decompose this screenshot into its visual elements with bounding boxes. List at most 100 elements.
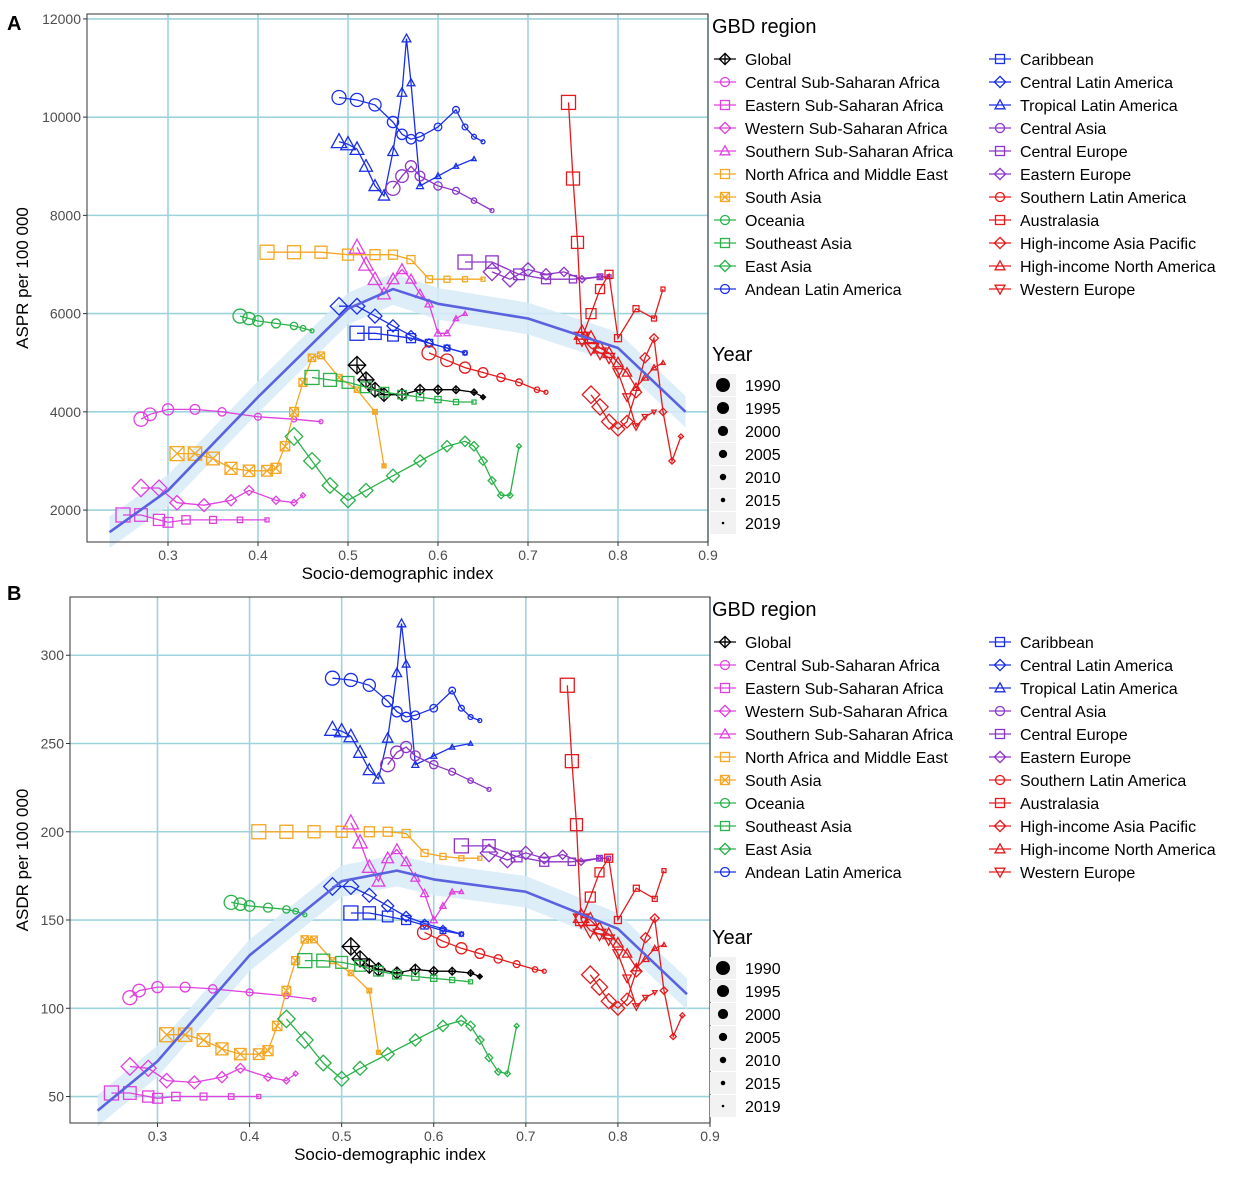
legend-year-label: 1995 bbox=[745, 401, 781, 418]
data-point-plus bbox=[480, 394, 486, 400]
data-point bbox=[390, 842, 404, 855]
data-point bbox=[311, 996, 317, 1003]
legend-item-label: South Asia bbox=[745, 773, 822, 790]
trend-line bbox=[108, 287, 687, 534]
legend-key-square-x-icon-box bbox=[719, 774, 731, 786]
legend-key-down-triangle-icon bbox=[993, 867, 1007, 879]
legend-item-label: Eastern Sub-Saharan Africa bbox=[745, 98, 943, 115]
data-point bbox=[442, 343, 452, 353]
data-point bbox=[600, 992, 618, 1010]
data-point bbox=[439, 927, 447, 935]
data-point bbox=[348, 237, 366, 254]
data-point-box bbox=[290, 955, 301, 966]
data-point bbox=[429, 751, 438, 759]
data-point-cross bbox=[177, 1027, 193, 1042]
data-point bbox=[648, 332, 660, 344]
data-point bbox=[333, 722, 351, 738]
data-point-box bbox=[381, 463, 387, 469]
series-line bbox=[140, 408, 322, 423]
legend-item-label: Western Europe bbox=[1020, 282, 1135, 299]
data-point bbox=[302, 451, 322, 471]
legend-year-label: 1990 bbox=[745, 378, 781, 395]
data-point bbox=[453, 838, 470, 854]
y-tick-label: 2000 bbox=[50, 502, 81, 518]
data-point bbox=[470, 197, 478, 205]
series-southeast-asia bbox=[297, 952, 474, 985]
data-point bbox=[584, 891, 596, 903]
x-tick-label: 0.8 bbox=[608, 1128, 628, 1144]
legend: GBD region Global Central Sub-Saharan Afri… bbox=[710, 16, 1216, 534]
series-line bbox=[488, 852, 600, 863]
data-point bbox=[324, 670, 341, 686]
data-point bbox=[256, 1093, 262, 1100]
data-point bbox=[611, 949, 624, 961]
data-point bbox=[362, 678, 377, 692]
series-line bbox=[285, 1018, 518, 1080]
data-point bbox=[360, 381, 372, 394]
data-point bbox=[400, 855, 413, 867]
data-point bbox=[613, 915, 623, 925]
data-point bbox=[558, 266, 570, 278]
data-point bbox=[433, 181, 443, 191]
data-point bbox=[367, 178, 383, 192]
data-point bbox=[245, 988, 254, 997]
y-axis-label: ASDR per 100 000 bbox=[13, 789, 32, 932]
data-point-cross bbox=[317, 351, 325, 360]
data-point bbox=[400, 914, 412, 926]
data-point bbox=[461, 276, 469, 283]
panel-label: B bbox=[7, 583, 21, 605]
legend-item-label: Central Latin America bbox=[1020, 75, 1173, 92]
data-point bbox=[424, 275, 434, 284]
data-point bbox=[632, 884, 640, 892]
legend-item-label: Central Latin America bbox=[1020, 658, 1173, 675]
data-point bbox=[242, 464, 256, 478]
data-point bbox=[252, 314, 264, 327]
legend-key-diamond-icon bbox=[718, 121, 732, 135]
data-point-cross bbox=[307, 353, 317, 362]
data-point bbox=[413, 453, 427, 468]
legend-key-circle-icon bbox=[719, 797, 731, 809]
legend-year-label: 2019 bbox=[745, 1099, 781, 1116]
legend-key-square-x-icon-cross bbox=[720, 775, 730, 785]
data-point-plus bbox=[433, 385, 443, 395]
data-point bbox=[458, 855, 465, 862]
data-point bbox=[493, 954, 503, 964]
legend-item-label: High-income North America bbox=[1020, 259, 1216, 276]
data-point bbox=[289, 406, 299, 417]
data-point bbox=[406, 254, 416, 265]
data-point-diamond bbox=[479, 393, 487, 401]
data-point bbox=[416, 924, 433, 941]
data-point-cross bbox=[252, 1048, 265, 1060]
data-point bbox=[594, 867, 605, 878]
data-point bbox=[452, 162, 460, 169]
legend-item-label: East Asia bbox=[745, 259, 812, 276]
data-point-plus bbox=[452, 385, 460, 394]
data-point bbox=[342, 727, 359, 743]
data-point bbox=[196, 1033, 211, 1048]
data-point bbox=[347, 355, 367, 375]
legend-title-year: Year bbox=[712, 344, 753, 366]
data-point bbox=[406, 77, 416, 87]
data-point bbox=[420, 920, 429, 930]
data-point-box bbox=[279, 440, 291, 452]
data-point bbox=[215, 1070, 229, 1084]
data-point bbox=[477, 367, 489, 379]
data-point bbox=[470, 155, 478, 162]
x-tick-label: 0.9 bbox=[700, 1128, 720, 1144]
data-point bbox=[309, 328, 315, 334]
x-tick-label: 0.8 bbox=[608, 547, 628, 563]
legend-size-dot-icon bbox=[716, 401, 730, 415]
data-point bbox=[436, 1019, 450, 1033]
data-point bbox=[371, 771, 386, 784]
legend-item-label: Caribbean bbox=[1020, 635, 1094, 652]
legend-key-circle-icon bbox=[719, 283, 731, 295]
data-point-box bbox=[347, 969, 355, 977]
data-point bbox=[339, 135, 357, 151]
data-point bbox=[189, 403, 201, 415]
data-point bbox=[421, 345, 437, 361]
y-tick-label: 200 bbox=[41, 824, 65, 840]
series-line bbox=[293, 436, 520, 502]
legend-item-label: Central Sub-Saharan Africa bbox=[745, 75, 940, 92]
data-point-cross bbox=[169, 446, 185, 462]
